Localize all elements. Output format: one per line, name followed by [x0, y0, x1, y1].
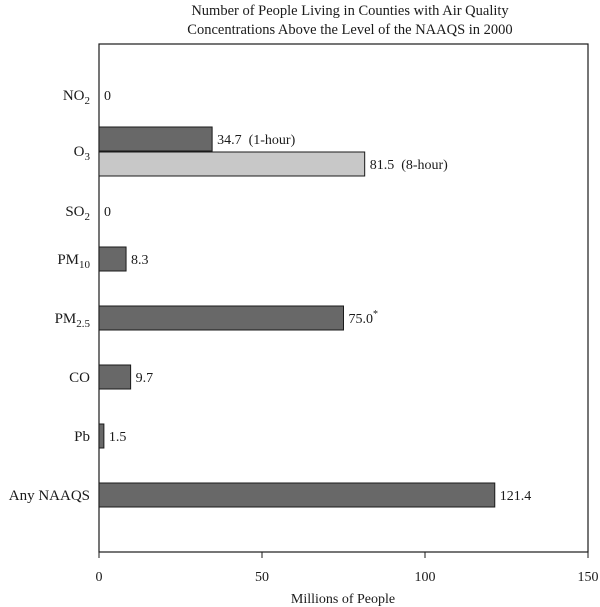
x-tick-label: 50 [255, 570, 269, 585]
category-label: PM10 [57, 252, 90, 271]
x-tick-label: 150 [578, 570, 599, 585]
bar-value-label: 121.4 [500, 489, 532, 504]
chart-title-line-2: Concentrations Above the Level of the NA… [187, 22, 513, 38]
category-label: Pb [74, 429, 90, 445]
category-label: PM2.5 [55, 311, 91, 330]
bar [98, 246, 127, 272]
bar-value-label: 0 [104, 205, 111, 220]
category-label: CO [69, 370, 90, 386]
bar [98, 423, 105, 449]
bar [98, 305, 344, 331]
chart-title: Number of People Living in Counties with… [0, 2, 600, 40]
bar-value-label: 81.5 (8-hour) [370, 158, 448, 173]
x-tick-label: 0 [96, 570, 103, 585]
bar-value-label: 0 [104, 89, 111, 104]
x-axis: 0 50 100 150 [96, 552, 599, 585]
bar-value-label: 9.7 [136, 371, 154, 386]
bar [98, 126, 213, 152]
bars-layer: 0 34.7 (1-hour) 81.5 (8-hour) 0 8.3 75.0* 9.7 1.5… [98, 89, 532, 508]
bar [98, 482, 496, 508]
category-label: Any NAAQS [9, 488, 90, 504]
category-label: NO2 [63, 88, 90, 107]
plot-frame [98, 43, 589, 553]
bar-value-label: 1.5 [109, 430, 127, 445]
bar [98, 364, 132, 390]
bar [98, 151, 366, 177]
category-labels: NO2 O3 SO2 PM10 PM2.5 CO Pb Any NAAQS [9, 88, 91, 504]
category-label: SO2 [65, 204, 90, 223]
bar-value-label: 75.0* [349, 309, 379, 327]
category-label: O3 [74, 144, 91, 163]
bar-value-label: 34.7 (1-hour) [217, 133, 295, 148]
x-tick-label: 100 [415, 570, 436, 585]
chart-title-line-1: Number of People Living in Counties with… [191, 3, 509, 19]
bar-value-label: 8.3 [131, 253, 149, 268]
x-axis-title: Millions of People [291, 592, 395, 607]
